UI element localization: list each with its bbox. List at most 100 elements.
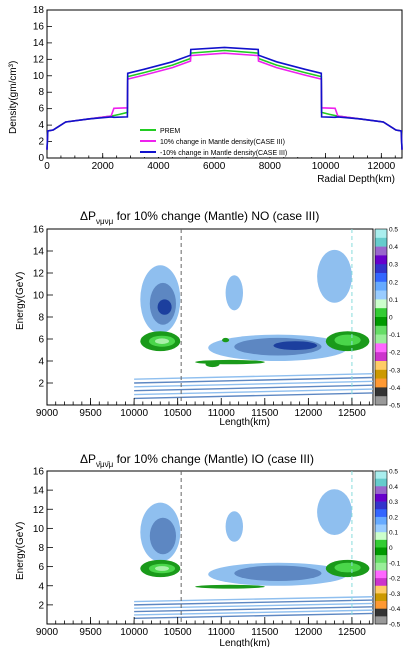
density-y-tick-label: 4 xyxy=(38,120,44,131)
heatmap-no-contour-region xyxy=(157,299,172,315)
heatmap-io-colorbar-label: -0.5 xyxy=(389,622,401,629)
heatmap-no-colorbar-label: 0.5 xyxy=(389,227,398,234)
heatmap-io-contours xyxy=(134,471,374,624)
density-y-tick-label: 0 xyxy=(38,153,44,164)
heatmap-io-contour-region xyxy=(195,584,265,589)
heatmap-no-y-tick-label: 10 xyxy=(33,291,45,302)
heatmap-no-colorbar-label: -0.1 xyxy=(389,332,401,339)
density-x-tick-label: 8000 xyxy=(259,161,282,172)
density-series-line-2 xyxy=(46,46,403,150)
heatmap-io-y-tick-label: 16 xyxy=(33,467,45,478)
heatmap-no-colorbar-step xyxy=(375,317,387,327)
heatmap-no-y-tick-label: 4 xyxy=(38,357,44,368)
heatmap-io-colorbar-label: 0.1 xyxy=(389,530,398,537)
heatmap-io-colorbar-step xyxy=(375,478,387,487)
heatmap-no-y-tick-label: 2 xyxy=(38,379,44,390)
density-y-tick-label: 18 xyxy=(33,5,45,16)
heatmap-io-colorbar: 0.5 0.4 0.3 0.2 0.1 0 -0.1 -0.2 -0.3 -0.4 -0.5 xyxy=(374,469,401,629)
heatmap-no-colorbar-frame xyxy=(374,228,388,406)
heatmap-no-streak xyxy=(134,392,374,400)
heatmap-no-colorbar-label: -0.2 xyxy=(389,350,401,357)
heatmap-no-streak xyxy=(134,376,374,384)
heatmap-io-x-tick-label: 12500 xyxy=(338,627,366,638)
density-x-tick-label: 2000 xyxy=(92,161,115,172)
heatmap-no-x-tick-label: 9500 xyxy=(79,408,102,419)
heatmap-no-title-subscript: ν xyxy=(96,217,100,226)
heatmap-no-x-tick-label: 12500 xyxy=(338,408,366,419)
heatmap-no-y-tick-label: 6 xyxy=(38,335,44,346)
heatmap-no-contour-region xyxy=(317,249,352,303)
density-x-tick-label: 12000 xyxy=(367,161,395,172)
heatmap-io-colorbar-step xyxy=(375,570,387,579)
density-x-tick-label: 4000 xyxy=(147,161,170,172)
density-y-tick-label: 16 xyxy=(33,21,45,32)
heatmap-no-x-tick-label: 10500 xyxy=(164,408,192,419)
heatmap-io-x-tick-label: 9000 xyxy=(36,627,59,638)
heatmap-no-streak xyxy=(134,384,374,392)
heatmap-io-x-tick-label: 11000 xyxy=(208,627,236,638)
heatmap-io-y-tick-label: 6 xyxy=(38,562,44,573)
heatmap-no-colorbar-label: -0.3 xyxy=(389,367,401,374)
heatmap-no-colorbar-step xyxy=(375,255,387,265)
density-x-tick-label: 10000 xyxy=(312,161,340,172)
heatmap-io-colorbar-step xyxy=(375,608,387,617)
heatmap-no-title-prefix: ΔP xyxy=(80,209,96,223)
heatmap-io-title: ΔPν̄μν̄μ for 10% change (Mantle) IO (cas… xyxy=(80,452,314,469)
density-y-axis-label: Density(gm/cm³) xyxy=(8,61,19,134)
heatmap-io-colorbar-label: 0.2 xyxy=(389,514,398,521)
heatmap-io-y-tick-label: 10 xyxy=(33,524,45,535)
heatmap-io-streak xyxy=(134,602,374,609)
heatmap-io-x-tick-label: 10500 xyxy=(164,627,192,638)
heatmap-io-colorbar-step xyxy=(375,524,387,533)
heatmap-no-colorbar-step xyxy=(375,396,387,406)
heatmap-io-colorbar-label: 0.4 xyxy=(389,484,398,491)
heatmap-io-contour-region xyxy=(234,565,322,581)
legend-box xyxy=(137,122,322,157)
heatmap-io-colorbar-label: 0.5 xyxy=(389,469,398,476)
heatmap-io-colorbar-label: 0.3 xyxy=(389,499,398,506)
heatmap-io-contour-region xyxy=(149,517,176,555)
heatmap-no-title: ΔPνμνμ for 10% change (Mantle) NO (case … xyxy=(80,209,319,226)
heatmap-io-colorbar-step xyxy=(375,471,387,479)
density-y-tick-label: 14 xyxy=(33,38,45,49)
heatmap-io-x-tick-label: 12000 xyxy=(294,627,322,638)
heatmap-no-y-tick-label: 8 xyxy=(38,313,44,324)
heatmap-no-colorbar-label: 0 xyxy=(389,315,393,322)
heatmap-io-colorbar-step xyxy=(375,501,387,510)
heatmap-io-colorbar-step xyxy=(375,547,387,556)
heatmap-io-title-main: for 10% change (Mantle) IO (case III) xyxy=(117,452,314,466)
heatmap-no-colorbar-step xyxy=(375,299,387,309)
heatmap-io-contour-region xyxy=(225,511,243,542)
heatmap-no-colorbar: 0.5 0.4 0.3 0.2 0.1 0 -0.1 -0.2 -0.3 -0.4 -0.5 xyxy=(374,227,401,410)
heatmap-io-y-axis-label: Energy(GeV) xyxy=(15,522,26,580)
heatmap-no-contour-region xyxy=(225,275,243,311)
heatmap-io-streak xyxy=(134,596,374,603)
heatmap-no-x-tick-label: 11000 xyxy=(208,408,236,419)
density-y-tick-label: 12 xyxy=(33,54,45,65)
heatmap-no-title-main: for 10% change (Mantle) NO (case III) xyxy=(117,209,320,223)
heatmap-io-colorbar-step xyxy=(375,493,387,502)
heatmap-io-colorbar-step xyxy=(375,593,387,602)
heatmap-io-x-axis-label: Length(km) xyxy=(219,638,270,647)
heatmap-io-y-tick-label: 4 xyxy=(38,581,44,592)
heatmap-io-colorbar-label: -0.3 xyxy=(389,591,401,598)
heatmap-no-colorbar-label: 0.3 xyxy=(389,262,398,269)
heatmap-no-axis-ticks: 9000 9500 10000 10500 11000 11500 12000 12500 2 4… xyxy=(33,225,370,419)
heatmap-no-title-subscript-mu-2: μ xyxy=(109,217,114,226)
heatmap-no-colorbar-label: 0.2 xyxy=(389,279,398,286)
heatmap-no-colorbar-step xyxy=(375,325,387,335)
heatmap-no-colorbar-label: -0.5 xyxy=(389,403,401,410)
heatmap-io-x-tick-label: 11500 xyxy=(251,627,279,638)
heatmap-io-contour-region xyxy=(334,562,361,573)
density-axis-ticks: 0 2000 4000 6000 8000 10000 12000 0 2 4 6 8 10 12 14 16… xyxy=(33,5,396,172)
heatmap-no-contour-region xyxy=(222,337,230,343)
density-y-tick-label: 10 xyxy=(33,71,45,82)
heatmap-no-y-axis-label: Energy(GeV) xyxy=(15,272,26,330)
density-y-tick-label: 2 xyxy=(38,137,44,148)
heatmap-no-contours xyxy=(134,229,374,405)
heatmap-io-colorbar-step xyxy=(375,578,387,587)
heatmap-no-y-tick-label: 14 xyxy=(33,247,45,258)
heatmap-io-colorbar-step xyxy=(375,601,387,609)
heatmap-no-y-tick-label: 12 xyxy=(33,269,45,280)
